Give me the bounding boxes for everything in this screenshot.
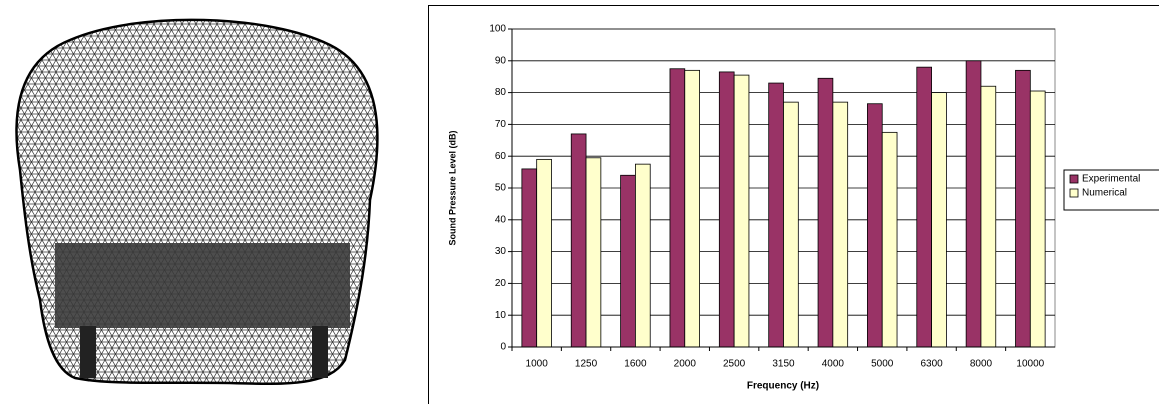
bar [586,158,601,347]
bar [769,83,784,347]
x-tick-label: 5000 [871,359,894,370]
bar [932,93,947,347]
figure: 0 10 20 30 40 50 60 70 80 90 100 1000 1250 1600 2000 25… [0,0,1159,404]
legend-label: Numerical [1082,188,1127,199]
x-tick-label: 10000 [1016,359,1044,370]
bar [571,134,586,347]
band [55,243,350,328]
y-axis-label: Sound Pressure Level (dB) [447,130,457,245]
y-tick-label: 60 [495,151,507,162]
bar [670,69,685,347]
bar [621,175,636,347]
bar [635,164,650,347]
strap [312,326,328,378]
x-tick-label: 4000 [822,359,845,370]
bar [882,132,897,347]
y-tick-label: 80 [495,87,507,98]
bar [719,72,734,347]
legend-label: Experimental [1082,174,1140,185]
y-tick-label: 100 [489,24,506,35]
bar [784,102,799,347]
x-tick-label: 1600 [624,359,647,370]
bar [734,75,749,347]
y-tick-label: 70 [495,119,507,130]
bar [981,86,996,347]
y-tick-label: 40 [495,214,507,225]
strap [80,326,96,378]
y-tick-label: 90 [495,55,507,66]
bar [537,159,552,347]
bar [685,70,700,347]
x-tick-label: 1000 [526,359,549,370]
legend-swatch [1070,189,1078,197]
bar [818,78,833,347]
bar [867,104,882,347]
bar [1030,91,1045,347]
page: {"chart_data": {"type": "bar", "x_label"… [0,0,1159,409]
bar [522,169,537,347]
mesh-model [17,20,378,384]
x-tick-label: 6300 [920,359,943,370]
y-tick-label: 0 [500,342,506,353]
y-tick-label: 50 [495,183,507,194]
x-axis-label: Frequency (Hz) [747,381,819,392]
y-tick-label: 10 [495,310,507,321]
x-tick-label: 1250 [575,359,598,370]
x-tick-label: 2000 [674,359,697,370]
bar [833,102,848,347]
y-tick-label: 30 [495,246,507,257]
chart-area: 0 10 20 30 40 50 60 70 80 90 100 1000 1250 1600 2000 25… [429,6,1159,405]
bar [966,61,981,347]
legend-swatch [1070,175,1078,183]
x-tick-label: 3150 [772,359,795,370]
x-tick-label: 8000 [970,359,993,370]
x-tick-label: 2500 [723,359,746,370]
y-tick-label: 20 [495,278,507,289]
bar [917,67,932,347]
bar [1016,70,1031,347]
